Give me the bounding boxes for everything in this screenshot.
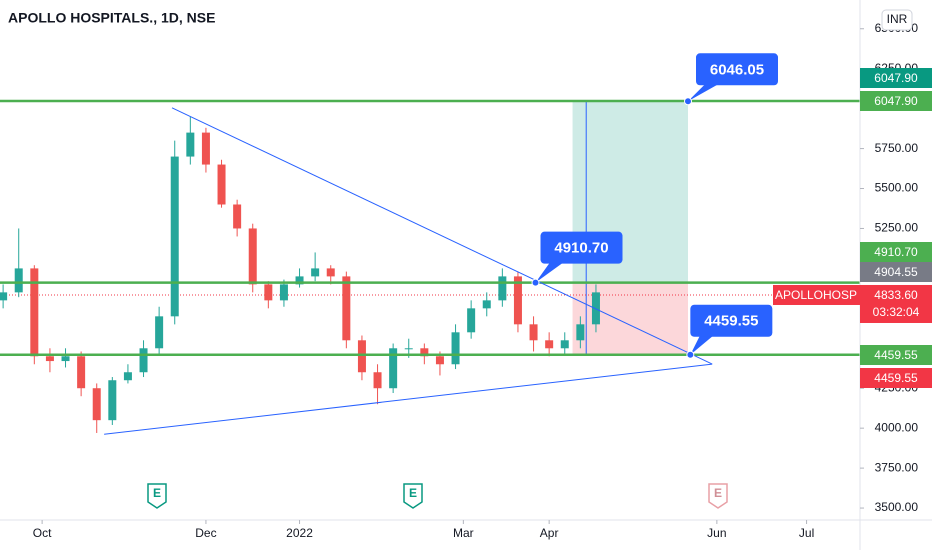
candle-body [576,324,585,341]
candle-body [389,348,398,389]
candle-body [264,284,273,301]
price-tag-label: 6047.90 [874,71,918,85]
callout-pointer [535,261,565,283]
earnings-label: E [714,486,722,500]
callout-pointer [690,334,715,355]
candle-body [467,308,476,333]
price-tag [860,91,932,111]
callout-anchor [531,278,540,287]
y-tick-label: 3750.00 [875,460,919,474]
candle-body [529,324,538,341]
earnings-label: E [409,486,417,500]
x-tick-label: Apr [540,526,559,540]
candle-body [248,228,257,285]
earnings-marker[interactable] [708,483,728,509]
y-tick-label: 4000.00 [875,420,919,434]
y-tick-label: 5500.00 [875,181,919,195]
earnings-marker[interactable] [403,483,423,509]
candle-body [217,164,226,205]
chart-title: APOLLO HOSPITALS., 1D, NSE [8,10,215,26]
candle-body [201,132,210,165]
candle-body [545,340,554,349]
candle-body [123,372,132,381]
callout-anchor [684,97,692,106]
x-tick-label: Oct [33,526,52,540]
callout-label: 4459.55 [704,313,758,330]
price-tag-label: 6047.90 [874,94,918,108]
candle-body [30,268,39,357]
y-tick-label: 3500.00 [875,500,919,514]
x-tick-label: Jun [707,526,726,540]
candle-body [435,356,444,365]
y-tick-label: 5250.00 [875,221,919,235]
callout-pointer [688,83,720,102]
trendline [171,107,713,365]
trendline [104,363,713,435]
callout-box[interactable] [696,53,778,86]
price-tag-label: 4904.55 [874,265,918,279]
candle-body [482,300,491,309]
callout-anchor [686,350,695,359]
candle-body [357,340,366,373]
candle-body [591,292,600,325]
candle-body [513,276,522,325]
currency-badge[interactable] [881,9,913,31]
candle-body [186,132,195,157]
callout-label: 4910.70 [554,240,608,257]
candle-body [560,340,569,349]
candle-body [295,276,304,285]
countdown-label: 03:32:04 [873,305,920,319]
price-tag [860,368,932,388]
candle-body [342,276,351,341]
candle-body [77,356,86,389]
candle-body [451,332,460,365]
price-tag [860,345,932,365]
candle-body [14,268,23,293]
earnings-label: E [153,486,161,500]
x-tick-label: 2022 [286,526,313,540]
y-tick-label: 5750.00 [875,141,919,155]
candle-body [326,268,335,277]
x-tick-label: Mar [453,526,474,540]
price-tag [860,68,932,88]
last-price-label: 4833.60 [874,288,918,302]
candle-body [279,284,288,301]
candle-body [311,268,320,277]
currency-label: INR [887,12,908,26]
candle-body [420,348,429,357]
candle-body [155,316,164,349]
candle-body [139,348,148,373]
candle-body [233,204,242,229]
candle-body [108,380,117,421]
candle-body [0,292,8,301]
candle-body [170,156,179,317]
price-tag-label: 4459.55 [874,371,918,385]
candle-body [373,372,382,389]
price-tag [860,242,932,262]
x-tick-label: Dec [195,526,216,540]
candle-body [61,356,70,362]
price-tag [860,262,932,282]
callout-box[interactable] [690,304,773,337]
symbol-tag[interactable] [773,284,860,305]
price-tag-label: 4459.55 [874,348,918,362]
symbol-label: APOLLOHOSP [775,288,857,302]
earnings-marker[interactable] [147,483,167,509]
x-tick-label: Jul [799,526,814,540]
candle-body [92,388,101,421]
callout-label: 6046.05 [710,61,764,78]
candle-body [498,276,507,301]
candle-body [45,356,54,362]
last-price-tag [860,284,932,323]
candle-body [404,348,413,350]
price-tag-label: 4910.70 [874,245,918,259]
callout-box[interactable] [540,231,623,264]
